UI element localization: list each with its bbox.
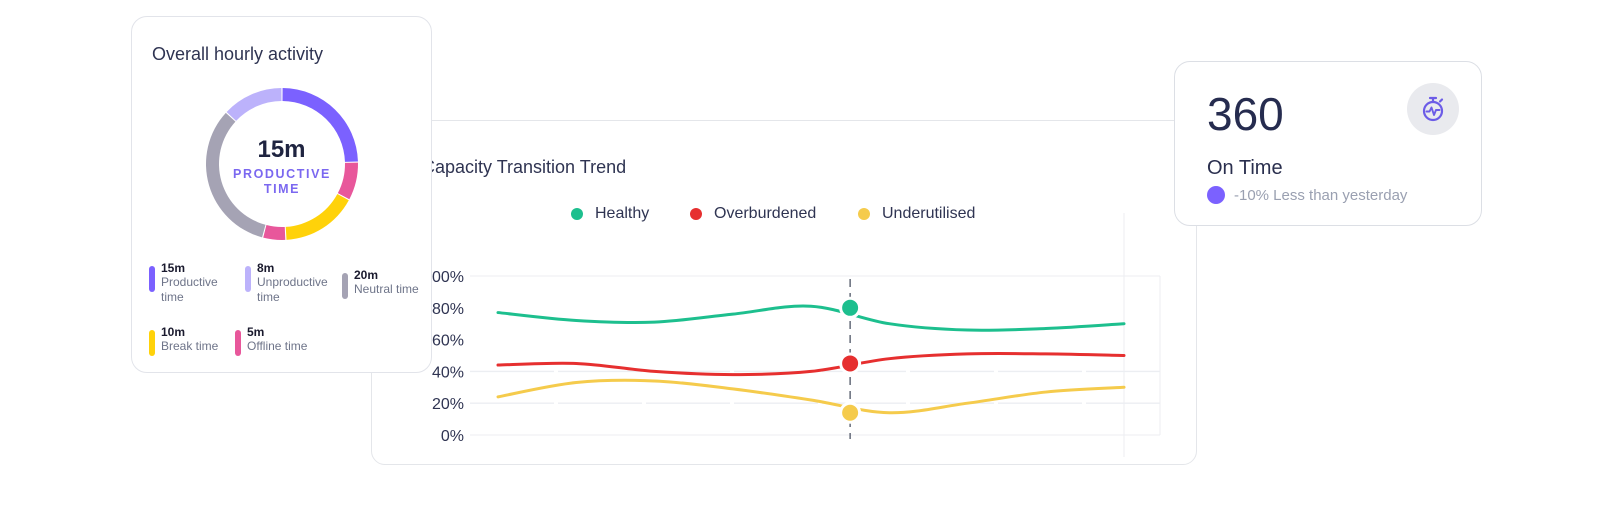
legend-color-bar bbox=[149, 330, 155, 356]
donut-title: Overall hourly activity bbox=[152, 44, 324, 64]
donut-segment bbox=[337, 162, 358, 200]
y-tick-label: 20% bbox=[432, 396, 464, 413]
legend-label: Healthy bbox=[595, 205, 650, 222]
legend-value: 15m bbox=[161, 261, 186, 275]
y-tick-label: 60% bbox=[432, 333, 464, 350]
y-tick-label: 100% bbox=[423, 269, 464, 286]
legend-dot bbox=[858, 208, 870, 220]
legend-label: Overburdened bbox=[714, 205, 817, 222]
donut-legend-item: 8m Unproductive time bbox=[245, 261, 328, 305]
donut-legend-item: 5m Offline time bbox=[235, 325, 307, 356]
legend-item-healthy[interactable]: Healthy bbox=[571, 205, 649, 223]
legend-label: Productive bbox=[161, 275, 218, 289]
stat-label: On Time bbox=[1207, 157, 1283, 179]
highlight-point-healthy bbox=[839, 296, 862, 319]
trend-title: Capacity Transition Trend bbox=[422, 157, 627, 177]
stat-value: 360 bbox=[1207, 88, 1284, 140]
on-time-stat-card: 360 On Time -10% Less than yesterday bbox=[1174, 61, 1482, 226]
donut-legend-item: 10m Break time bbox=[149, 325, 218, 356]
legend-label: time bbox=[161, 290, 184, 304]
series-line-overburdened bbox=[496, 351, 1126, 377]
stopwatch-icon-glyph bbox=[1422, 96, 1444, 122]
donut-segment bbox=[226, 88, 282, 121]
capacity-trend-card: Capacity Transition Trend Healthy Overbu… bbox=[371, 120, 1197, 465]
legend-label: Break time bbox=[161, 339, 219, 353]
legend-item-underutilised[interactable]: Underutilised bbox=[858, 205, 975, 223]
legend-value: 5m bbox=[247, 325, 265, 339]
legend-value: 8m bbox=[257, 261, 275, 275]
legend-value: 10m bbox=[161, 325, 186, 339]
stat-indicator-dot bbox=[1207, 186, 1225, 204]
legend-label: time bbox=[257, 290, 280, 304]
hourly-activity-card: Overall hourly activity 15m PRODUCTIVE T… bbox=[131, 16, 432, 373]
highlight-point-overburdened bbox=[839, 352, 862, 375]
stopwatch-icon bbox=[1407, 83, 1459, 135]
legend-color-bar bbox=[342, 273, 348, 299]
series-line-healthy bbox=[496, 304, 1126, 332]
trend-legend: Healthy Overburdened Underutilised bbox=[372, 205, 1196, 225]
legend-label: Offline time bbox=[247, 339, 308, 353]
donut-center-value: 15m bbox=[257, 136, 306, 163]
donut-center-label: PRODUCTIVE TIME bbox=[233, 167, 331, 196]
donut-segment bbox=[263, 225, 286, 240]
legend-dot bbox=[690, 208, 702, 220]
stat-comparison: -10% Less than yesterday bbox=[1207, 186, 1407, 204]
legend-label: Underutilised bbox=[882, 205, 976, 222]
stat-note: -10% Less than yesterday bbox=[1234, 186, 1408, 204]
legend-label: Unproductive bbox=[257, 275, 328, 289]
legend-color-bar bbox=[245, 266, 251, 292]
legend-color-bar bbox=[235, 330, 241, 356]
activity-donut-chart bbox=[205, 88, 358, 240]
donut-legend-item: 20m Neutral time bbox=[342, 268, 419, 299]
highlight-point-underutilised bbox=[839, 401, 862, 424]
donut-segment bbox=[285, 194, 349, 240]
legend-color-bar bbox=[149, 266, 155, 292]
legend-label: Neutral time bbox=[354, 282, 419, 296]
legend-dot bbox=[571, 208, 583, 220]
donut-legend-item: 15m Productive time bbox=[149, 261, 218, 305]
y-tick-label: 0% bbox=[441, 428, 464, 445]
donut-segment bbox=[282, 88, 358, 162]
legend-item-overburdened[interactable]: Overburdened bbox=[690, 205, 816, 223]
series-line-underutilised bbox=[496, 378, 1126, 415]
donut-segment bbox=[205, 112, 266, 238]
capacity-trend-chart: 100% 80% 60% 40% 20% 0% bbox=[423, 213, 1161, 457]
y-tick-label: 80% bbox=[432, 301, 464, 318]
legend-value: 20m bbox=[354, 268, 379, 282]
y-tick-label: 40% bbox=[432, 364, 464, 381]
